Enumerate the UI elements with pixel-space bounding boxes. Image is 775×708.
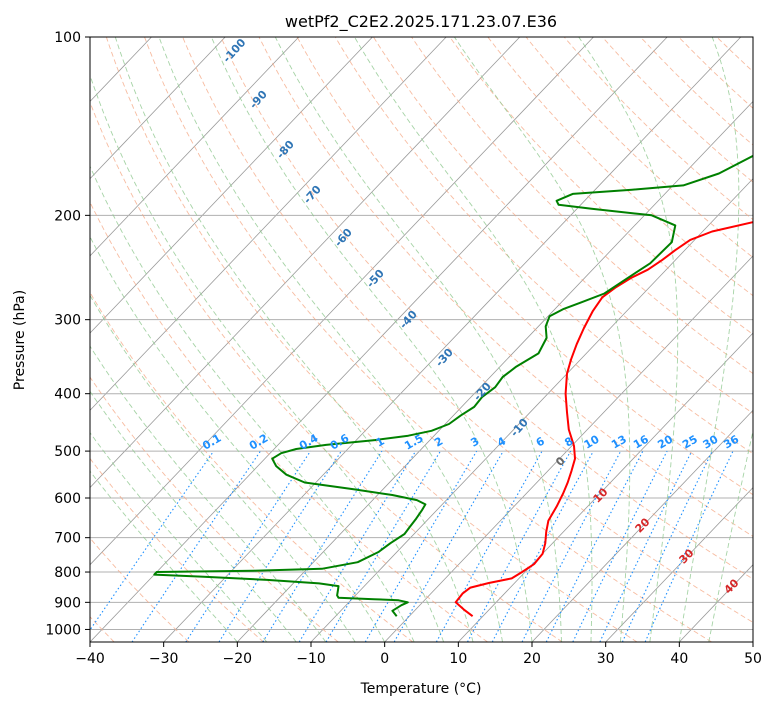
x-tick-label: 40 <box>670 651 688 667</box>
moist-adiabat-line <box>454 37 631 642</box>
dry-adiabat-line <box>487 37 753 297</box>
dry-adiabat-line <box>90 457 264 642</box>
plot-frame <box>89 36 754 643</box>
y-tick-label: 500 <box>54 444 81 460</box>
mixing-ratio-line <box>435 450 543 642</box>
dry-adiabat-line <box>90 201 488 642</box>
mixing-ratio-line <box>218 450 342 642</box>
dry-adiabat-line <box>220 37 753 580</box>
moist-adiabat-line <box>90 235 386 642</box>
moist-adiabat-line <box>354 37 593 642</box>
moist-adiabat-line <box>114 37 474 642</box>
moist-adiabat-line <box>708 428 753 642</box>
moist-adiabat-line <box>678 37 740 642</box>
y-tick-label: 300 <box>54 313 81 329</box>
moist-adiabat-line <box>158 37 503 642</box>
mixing-ratio-line <box>545 450 644 642</box>
isotherm-line <box>310 178 753 642</box>
dry-adiabat-line <box>755 37 775 642</box>
dry-adiabat-line <box>334 37 753 455</box>
dry-adiabat-line <box>258 37 753 537</box>
mixing-ratio-line <box>131 450 261 642</box>
isotherm-line <box>458 332 753 642</box>
temperature-profile-line <box>454 221 753 617</box>
x-tick-label: 50 <box>744 651 762 667</box>
mixing-ratio-line <box>185 450 311 642</box>
isotherm-line <box>531 409 753 642</box>
moist-adiabat-line <box>90 165 415 642</box>
isotherm-line <box>163 37 742 642</box>
x-tick-label: 10 <box>449 651 467 667</box>
dry-adiabat-line <box>411 37 753 375</box>
isotherm-line <box>237 100 753 642</box>
moist-adiabat-line <box>578 37 679 642</box>
y-tick-label: 600 <box>54 491 81 507</box>
dry-adiabat-line <box>373 37 753 414</box>
dry-adiabat-line <box>90 101 563 642</box>
y-axis-label: Pressure (hPa) <box>12 290 28 390</box>
isotherm-line <box>384 255 753 642</box>
x-tick-label: 0 <box>380 651 389 667</box>
plot-background <box>90 37 753 642</box>
moist-adiabat-line <box>90 470 238 642</box>
mixing-ratio-line <box>467 450 572 642</box>
dry-adiabat-line <box>105 37 638 642</box>
isotherm-line <box>90 37 226 180</box>
dry-adiabat-line <box>182 37 753 623</box>
mixing-ratio-line <box>572 450 668 642</box>
x-tick-label: −20 <box>223 651 253 667</box>
isotherm-line <box>0 37 4 642</box>
x-tick-label: 20 <box>523 651 541 667</box>
y-tick-label: 400 <box>54 387 81 403</box>
x-tick-label: −10 <box>296 651 326 667</box>
moist-adiabat-line <box>90 73 445 642</box>
dry-adiabat-line <box>602 37 753 183</box>
x-axis-label: Temperature (°C) <box>360 681 482 697</box>
moist-adiabat-line <box>90 294 356 642</box>
dry-adiabat-line <box>90 537 190 642</box>
y-tick-label: 100 <box>54 30 81 46</box>
moist-adiabat-line <box>90 390 297 642</box>
y-tick-label: 200 <box>54 208 81 224</box>
isotherm-line <box>90 37 594 566</box>
x-tick-label: −30 <box>149 651 179 667</box>
dry-adiabat-line <box>90 291 414 642</box>
x-tick-label: 30 <box>597 651 615 667</box>
y-tick-label: 700 <box>54 531 81 547</box>
dewpoint-profile-line <box>153 154 753 617</box>
isotherm-line <box>90 37 373 334</box>
moist-adiabat-line <box>210 37 533 642</box>
isotherm-line <box>605 486 753 642</box>
moist-adiabat-line <box>90 345 327 642</box>
isotherm-line <box>90 37 447 411</box>
dry-adiabat-line <box>640 37 753 146</box>
moist-adiabat-line <box>274 37 562 642</box>
isotherm-line <box>752 641 753 642</box>
isotherm-line <box>90 37 668 642</box>
dry-adiabat-line <box>563 37 753 221</box>
chart-title: wetPf2_C2E2.2025.171.23.07.E36 <box>285 12 557 32</box>
isotherm-line <box>90 37 300 257</box>
y-tick-label: 900 <box>54 595 81 611</box>
x-tick-label: −40 <box>75 651 105 667</box>
isotherm-line <box>90 37 521 489</box>
y-tick-label: 800 <box>54 565 81 581</box>
mixing-ratio-line <box>90 450 215 631</box>
y-tick-label: 1000 <box>45 622 81 638</box>
